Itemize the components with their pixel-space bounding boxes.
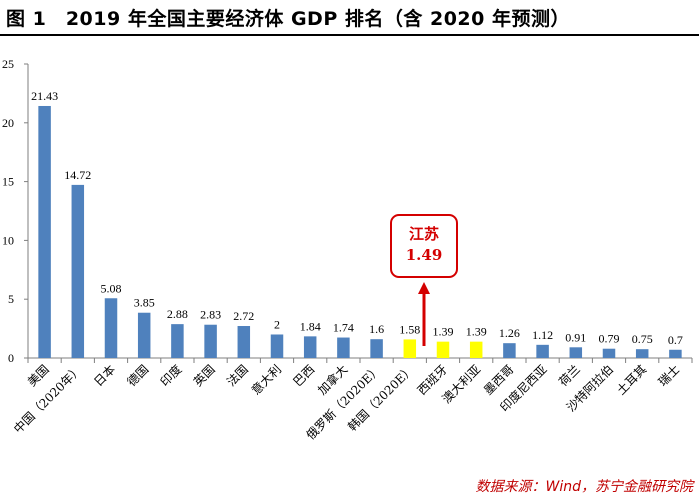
category-label: 法国 bbox=[224, 362, 251, 389]
bar bbox=[635, 349, 649, 358]
y-tick-label: 25 bbox=[2, 57, 14, 71]
bar bbox=[337, 337, 350, 358]
bar bbox=[38, 105, 51, 358]
bar-value-label: 2 bbox=[274, 317, 280, 331]
bar-value-label: 2.88 bbox=[167, 307, 188, 321]
chart-title: 图 1 2019 年全国主要经济体 GDP 排名（含 2020 年预测） bbox=[6, 8, 570, 30]
bar bbox=[436, 341, 450, 358]
category-label: 印度 bbox=[157, 362, 185, 390]
bar bbox=[237, 326, 251, 358]
jiangsu-callout: 江苏 1.49 bbox=[390, 214, 458, 278]
bar-value-label: 1.39 bbox=[466, 325, 487, 339]
bar-value-label: 14.72 bbox=[64, 168, 91, 182]
callout-arrow-head bbox=[418, 282, 430, 294]
bar bbox=[669, 349, 682, 358]
bar bbox=[204, 324, 217, 358]
bar bbox=[602, 348, 616, 358]
category-label: 日本 bbox=[91, 362, 118, 389]
bar bbox=[370, 339, 383, 358]
title-divider bbox=[0, 34, 699, 36]
category-label: 意大利 bbox=[248, 362, 284, 398]
bar-value-label: 1.6 bbox=[369, 322, 384, 336]
bar bbox=[303, 336, 317, 358]
bar-value-label: 0.79 bbox=[599, 332, 620, 346]
bar bbox=[569, 347, 583, 358]
category-label: 荷兰 bbox=[556, 362, 583, 389]
bar bbox=[71, 184, 85, 358]
bar-value-label: 1.74 bbox=[333, 321, 354, 335]
bar-value-label: 1.39 bbox=[433, 325, 454, 339]
bar-value-label: 1.84 bbox=[300, 319, 321, 333]
bar bbox=[171, 324, 184, 358]
category-label: 瑞士 bbox=[656, 362, 683, 389]
bar-value-label: 21.43 bbox=[31, 89, 58, 103]
bar bbox=[503, 343, 516, 358]
callout-value: 1.49 bbox=[405, 246, 443, 264]
category-label: 土耳其 bbox=[614, 362, 649, 397]
bar bbox=[270, 334, 284, 358]
bar-value-label: 0.7 bbox=[668, 333, 683, 347]
bar bbox=[403, 339, 417, 358]
bar bbox=[469, 341, 483, 358]
bar-value-label: 2.72 bbox=[233, 309, 254, 323]
category-label: 巴西 bbox=[290, 362, 317, 389]
bar bbox=[137, 312, 151, 358]
bar-value-label: 5.08 bbox=[101, 281, 122, 295]
bar-value-label: 1.26 bbox=[499, 326, 520, 340]
y-tick-label: 15 bbox=[2, 175, 14, 189]
bar bbox=[104, 298, 118, 358]
bar-value-label: 2.83 bbox=[200, 308, 221, 322]
bar bbox=[536, 344, 549, 358]
bar-value-label: 1.58 bbox=[399, 322, 420, 336]
bar-value-label: 0.91 bbox=[565, 330, 586, 344]
y-tick-label: 20 bbox=[2, 116, 14, 130]
y-tick-label: 10 bbox=[2, 233, 14, 247]
callout-name: 江苏 bbox=[408, 225, 439, 243]
category-label: 美国 bbox=[25, 362, 52, 389]
y-tick-label: 5 bbox=[8, 292, 14, 306]
bar-value-label: 1.12 bbox=[532, 328, 553, 342]
bar-value-label: 3.85 bbox=[134, 296, 155, 310]
bar-value-label: 0.75 bbox=[632, 332, 653, 346]
source-note: 数据来源：Wind，苏宁金融研究院 bbox=[475, 479, 694, 495]
y-tick-label: 0 bbox=[8, 351, 14, 365]
category-label: 英国 bbox=[191, 362, 218, 389]
category-label: 德国 bbox=[124, 362, 152, 390]
